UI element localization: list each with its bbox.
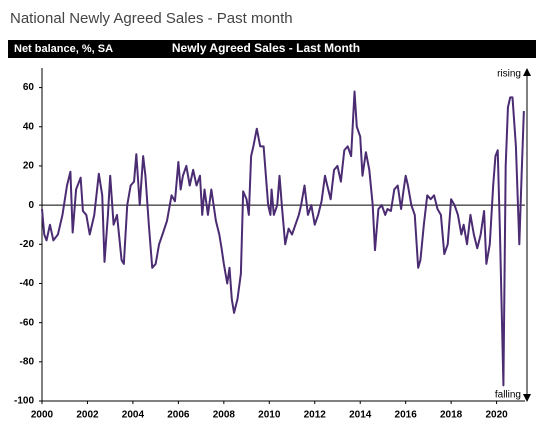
x-tick-label: 2018 <box>440 410 463 421</box>
y-tick-label: 0 <box>28 200 34 211</box>
y-tick-label: -80 <box>20 356 35 367</box>
y-tick-label: -20 <box>20 239 35 250</box>
subtitle: Newly Agreed Sales - Last Month <box>172 41 360 55</box>
header-bar <box>8 40 536 58</box>
y-tick-label: -100 <box>14 396 34 407</box>
y-tick-label: -40 <box>20 278 35 289</box>
x-tick-label: 2004 <box>122 410 145 421</box>
x-tick-label: 2002 <box>76 410 99 421</box>
annotation: falling <box>495 390 521 401</box>
data-line <box>41 90 525 387</box>
y-tick-label: 40 <box>23 121 35 132</box>
chart-title: National Newly Agreed Sales - Past month <box>10 10 293 27</box>
y-tick-label: 20 <box>23 161 35 172</box>
x-tick-label: 2016 <box>395 410 418 421</box>
x-tick-label: 2006 <box>167 410 190 421</box>
y-tick-label: 60 <box>23 82 35 93</box>
x-tick-label: 2014 <box>349 410 372 421</box>
x-tick-label: 2008 <box>213 410 236 421</box>
annotation: rising <box>497 69 521 80</box>
y-label: Net balance, %, SA <box>14 43 113 55</box>
y-tick-label: -60 <box>20 317 35 328</box>
x-tick-label: 2020 <box>485 410 508 421</box>
x-tick-label: 2012 <box>304 410 327 421</box>
x-tick-label: 2000 <box>31 410 54 421</box>
x-tick-label: 2010 <box>258 410 281 421</box>
